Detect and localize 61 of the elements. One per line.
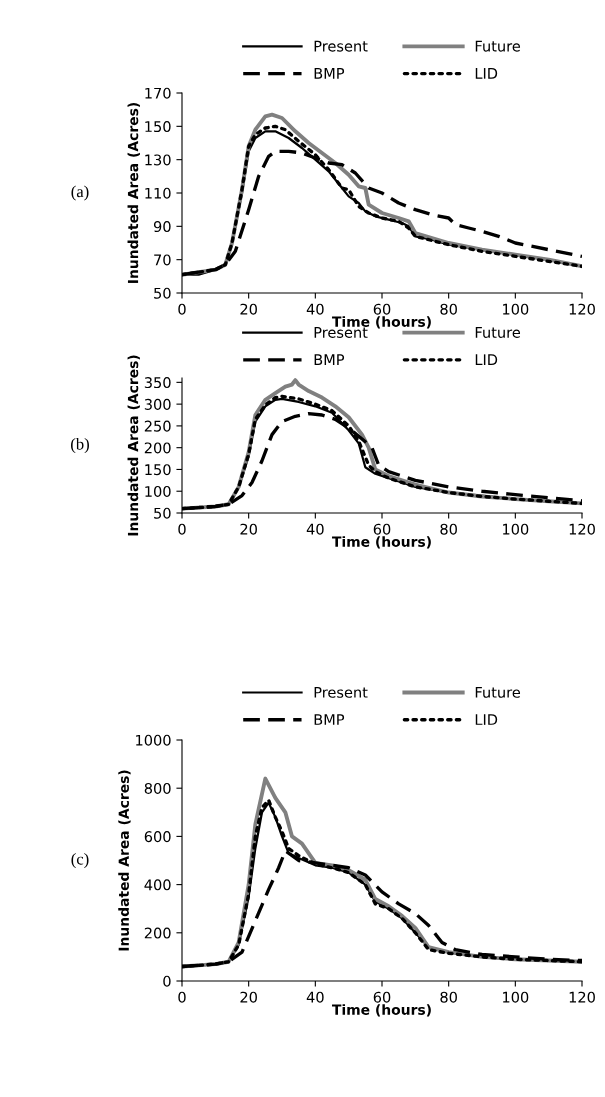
y-tick-label: 90: [153, 221, 171, 233]
x-tick-label: 120: [569, 991, 595, 1003]
legend-label: BMP: [314, 354, 345, 365]
y-axis-title: Inundated Area (Acres): [127, 355, 140, 536]
x-tick-label: 40: [306, 523, 324, 535]
x-tick-label: 120: [569, 303, 595, 315]
y-tick-label: 200: [144, 442, 171, 454]
legend-label: Future: [475, 40, 521, 52]
x-tick-label: 0: [178, 303, 186, 315]
x-tick-label: 60: [373, 991, 391, 1003]
y-tick-label: 600: [144, 831, 171, 843]
x-tick-label: 20: [240, 523, 257, 535]
y-tick-label: 250: [144, 420, 171, 432]
x-tick-label: 80: [440, 303, 457, 315]
x-tick-label: 60: [373, 523, 391, 535]
x-axis-title: Time (hours): [332, 536, 431, 549]
y-tick-label: 300: [144, 398, 171, 410]
text: (a): [71, 185, 89, 201]
legend-label: LID: [475, 714, 498, 725]
text: (b): [71, 437, 89, 454]
legend-label: BMP: [314, 714, 345, 725]
y-tick-label: 170: [145, 87, 171, 99]
y-tick-label: 130: [145, 154, 171, 166]
x-tick-label: 80: [440, 991, 457, 1003]
y-tick-label: 150: [145, 464, 171, 476]
y-tick-label: 110: [145, 187, 171, 199]
legend-label: Present: [314, 327, 368, 338]
y-tick-label: 800: [144, 782, 171, 794]
y-tick-label: 150: [145, 121, 171, 133]
legend-label: BMP: [314, 68, 345, 79]
legend-label: LID: [475, 354, 498, 365]
y-tick-label: 350: [144, 377, 171, 389]
legend-label: LID: [475, 68, 498, 79]
x-tick-label: 20: [240, 991, 257, 1003]
y-axis-title: Inundated Area (Acres): [127, 102, 140, 283]
y-tick-label: 0: [163, 975, 171, 987]
legend-label: Future: [475, 686, 521, 698]
legend-label: Present: [314, 686, 368, 698]
y-tick-label: 200: [144, 927, 171, 939]
x-tick-label: 40: [306, 991, 324, 1003]
x-tick-label: 80: [440, 523, 457, 535]
text: (c): [71, 852, 89, 869]
x-tick-label: 100: [503, 991, 529, 1003]
x-tick-label: 120: [569, 523, 595, 535]
y-tick-label: 400: [144, 879, 171, 891]
x-tick-label: 60: [373, 303, 391, 315]
y-tick-label: 100: [145, 485, 171, 497]
x-tick-label: 40: [306, 303, 324, 315]
x-axis-title: Time (hours): [332, 1004, 431, 1017]
y-axis-title: Inundated Area (Acres): [118, 770, 131, 951]
legend-label: Present: [314, 40, 368, 52]
y-tick-label: 1000: [136, 734, 171, 746]
x-tick-label: 100: [503, 303, 529, 315]
x-tick-label: 0: [178, 991, 186, 1003]
y-tick-label: 50: [154, 507, 171, 519]
x-tick-label: 100: [503, 523, 529, 535]
x-tick-label: 0: [178, 523, 186, 535]
y-tick-label: 70: [154, 254, 171, 266]
legend-label: Future: [475, 327, 521, 338]
x-tick-label: 20: [240, 303, 257, 315]
y-tick-label: 50: [154, 287, 171, 299]
